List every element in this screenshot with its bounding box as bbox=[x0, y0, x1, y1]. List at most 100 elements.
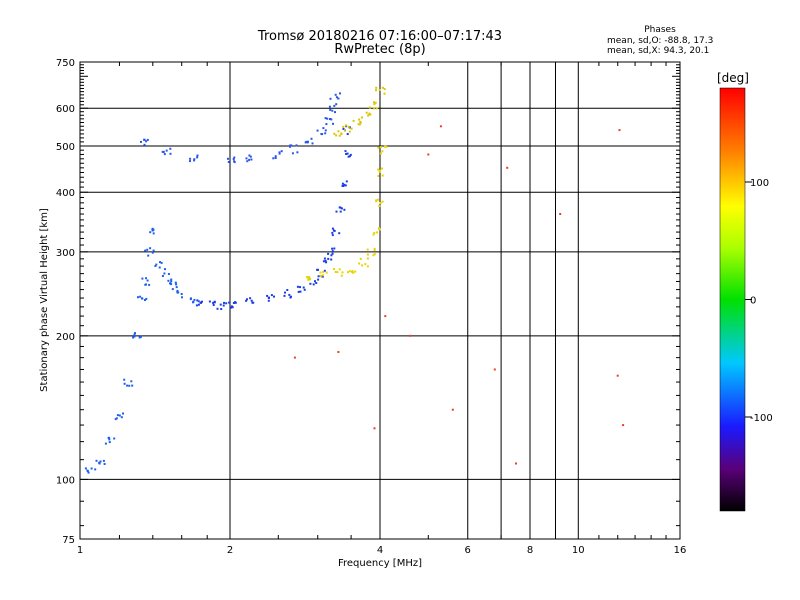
data-point bbox=[334, 93, 337, 96]
grid-lines bbox=[80, 62, 680, 539]
data-point bbox=[86, 470, 89, 473]
data-point bbox=[299, 290, 302, 293]
data-point bbox=[169, 282, 171, 285]
data-point bbox=[324, 259, 327, 262]
y-tick-label: 300 bbox=[56, 248, 75, 259]
data-point bbox=[342, 128, 345, 130]
data-point bbox=[368, 113, 371, 116]
data-point bbox=[383, 145, 386, 148]
data-point bbox=[310, 137, 313, 140]
data-point bbox=[302, 286, 305, 289]
data-point bbox=[342, 185, 345, 187]
data-point bbox=[515, 462, 517, 465]
data-point bbox=[104, 442, 107, 445]
data-point bbox=[138, 336, 141, 339]
data-point bbox=[227, 161, 230, 163]
data-point bbox=[90, 467, 93, 470]
data-point bbox=[161, 275, 164, 277]
data-point bbox=[330, 254, 333, 257]
data-point bbox=[379, 202, 382, 204]
data-point bbox=[189, 298, 192, 301]
data-point bbox=[323, 257, 326, 260]
data-point bbox=[197, 300, 200, 303]
data-point bbox=[451, 408, 454, 411]
data-point bbox=[293, 356, 296, 359]
data-point bbox=[199, 301, 202, 304]
data-point bbox=[352, 271, 355, 274]
data-point bbox=[378, 228, 381, 231]
data-point bbox=[331, 250, 334, 253]
data-point bbox=[345, 180, 348, 183]
data-point bbox=[267, 299, 270, 302]
data-point bbox=[212, 301, 215, 304]
data-point bbox=[222, 304, 225, 307]
data-point bbox=[344, 184, 347, 187]
data-point bbox=[169, 152, 172, 155]
data-point bbox=[373, 232, 376, 234]
data-point bbox=[283, 294, 286, 297]
data-point bbox=[193, 158, 196, 161]
data-point bbox=[325, 271, 328, 274]
data-point bbox=[337, 97, 340, 100]
data-point bbox=[296, 151, 299, 154]
data-point bbox=[195, 304, 198, 307]
colorbar-ticks: 100 0 -100 bbox=[745, 178, 773, 424]
data-point bbox=[348, 130, 351, 133]
data-point bbox=[359, 120, 362, 123]
data-point bbox=[373, 253, 376, 256]
data-point bbox=[297, 290, 300, 293]
data-point bbox=[102, 459, 105, 462]
data-point bbox=[340, 207, 343, 210]
data-point bbox=[122, 412, 124, 415]
data-point bbox=[340, 132, 343, 135]
data-point bbox=[148, 283, 151, 286]
data-point bbox=[349, 153, 352, 156]
data-point bbox=[149, 247, 152, 250]
data-point bbox=[361, 264, 364, 267]
data-point bbox=[618, 129, 621, 132]
data-point bbox=[347, 125, 350, 128]
data-point bbox=[358, 118, 361, 121]
data-point bbox=[361, 116, 363, 119]
data-point bbox=[325, 261, 328, 264]
data-point bbox=[233, 160, 236, 163]
data-point bbox=[248, 154, 251, 157]
data-point bbox=[174, 281, 177, 284]
data-point bbox=[334, 111, 336, 114]
data-point bbox=[333, 104, 336, 107]
data-point bbox=[341, 271, 344, 274]
data-point bbox=[114, 418, 117, 421]
data-point bbox=[128, 384, 131, 387]
data-point bbox=[84, 467, 87, 470]
x-tick-label: 2 bbox=[227, 545, 233, 556]
data-point bbox=[268, 296, 270, 299]
data-point bbox=[144, 299, 146, 301]
data-point bbox=[378, 227, 380, 230]
data-point bbox=[381, 167, 383, 170]
y-tick-label: 400 bbox=[56, 188, 75, 199]
data-point bbox=[366, 265, 369, 268]
data-point bbox=[212, 304, 215, 306]
data-point bbox=[274, 155, 277, 158]
data-point bbox=[245, 299, 248, 302]
data-point bbox=[354, 270, 357, 273]
data-point bbox=[334, 271, 337, 273]
data-point bbox=[286, 289, 289, 291]
colorbar-tick-label: 100 bbox=[750, 178, 769, 189]
data-point bbox=[335, 96, 338, 99]
data-point bbox=[375, 199, 378, 202]
data-point bbox=[358, 262, 361, 265]
data-point bbox=[343, 129, 346, 132]
data-point bbox=[375, 89, 377, 92]
data-point bbox=[162, 150, 165, 153]
data-point bbox=[329, 97, 332, 100]
data-point bbox=[381, 174, 384, 177]
data-point bbox=[335, 103, 338, 106]
data-point bbox=[307, 278, 310, 281]
data-point bbox=[322, 274, 325, 277]
data-point bbox=[366, 257, 369, 260]
data-point bbox=[160, 261, 163, 264]
data-point bbox=[143, 143, 146, 146]
y-tick-label: 500 bbox=[56, 142, 75, 153]
data-point bbox=[322, 127, 325, 130]
